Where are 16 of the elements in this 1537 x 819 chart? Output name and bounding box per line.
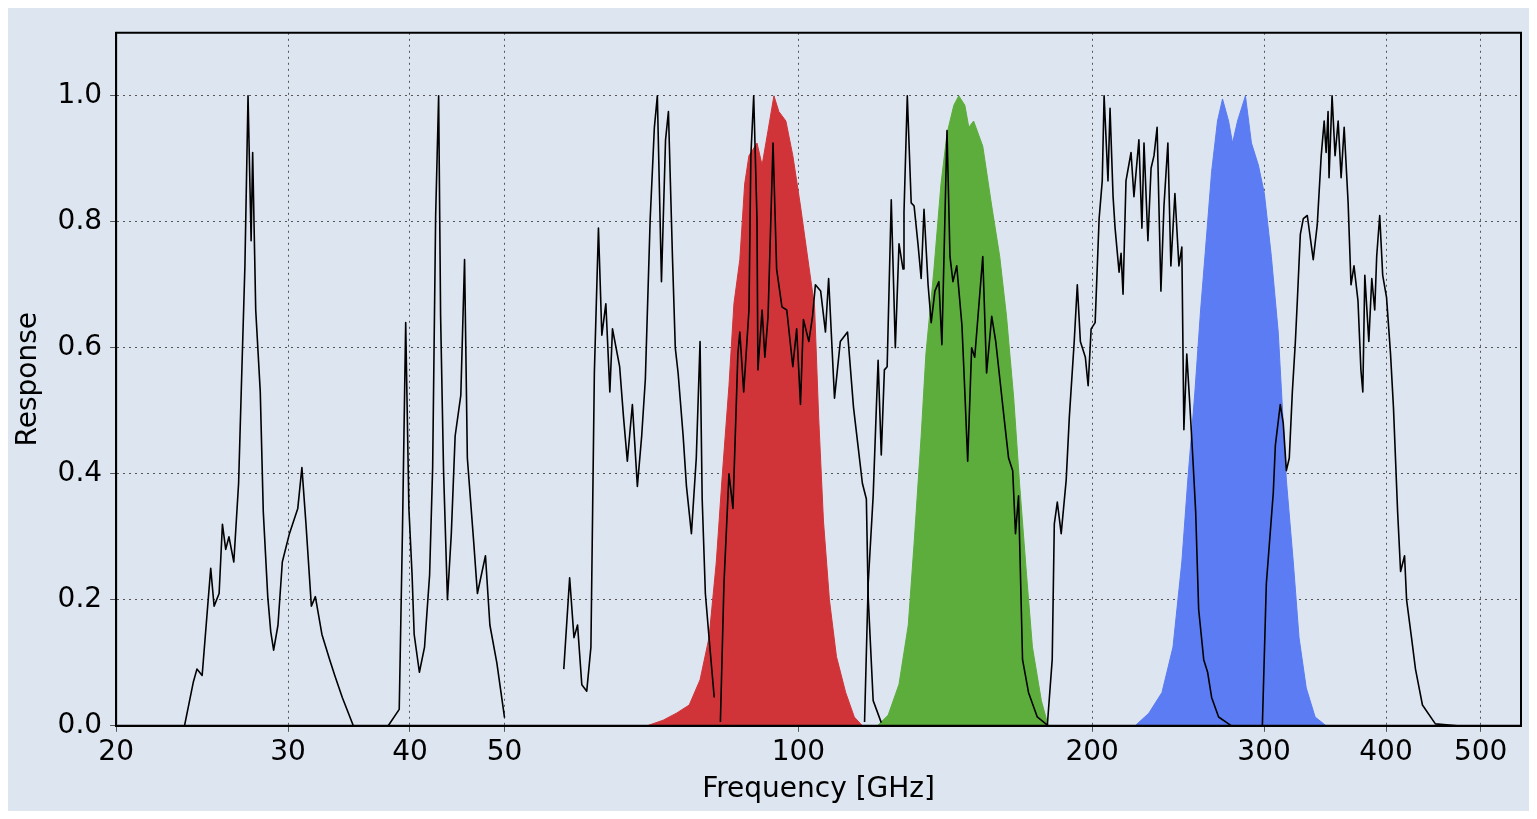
x-tick-label: 30 — [270, 733, 306, 767]
x-tick-label: 400 — [1359, 733, 1413, 767]
y-tick-label: 0.6 — [57, 329, 103, 363]
x-tick-label: 50 — [486, 733, 523, 767]
x-tick-label: 200 — [1065, 733, 1119, 767]
y-tick-label: 0.8 — [57, 203, 103, 237]
x-tick-label: 500 — [1453, 733, 1508, 767]
y-axis-title: Response — [10, 312, 44, 447]
y-tick-label: 0.4 — [57, 455, 103, 489]
x-tick-label: 40 — [392, 733, 428, 767]
x-tick-label: 100 — [771, 733, 826, 767]
x-axis-title: Frequency [GHz] — [702, 771, 935, 805]
y-tick-label: 1.0 — [57, 77, 103, 111]
x-tick-label: 20 — [98, 733, 134, 767]
y-tick-label: 0.2 — [57, 581, 103, 615]
x-tick-label: 300 — [1237, 733, 1291, 767]
